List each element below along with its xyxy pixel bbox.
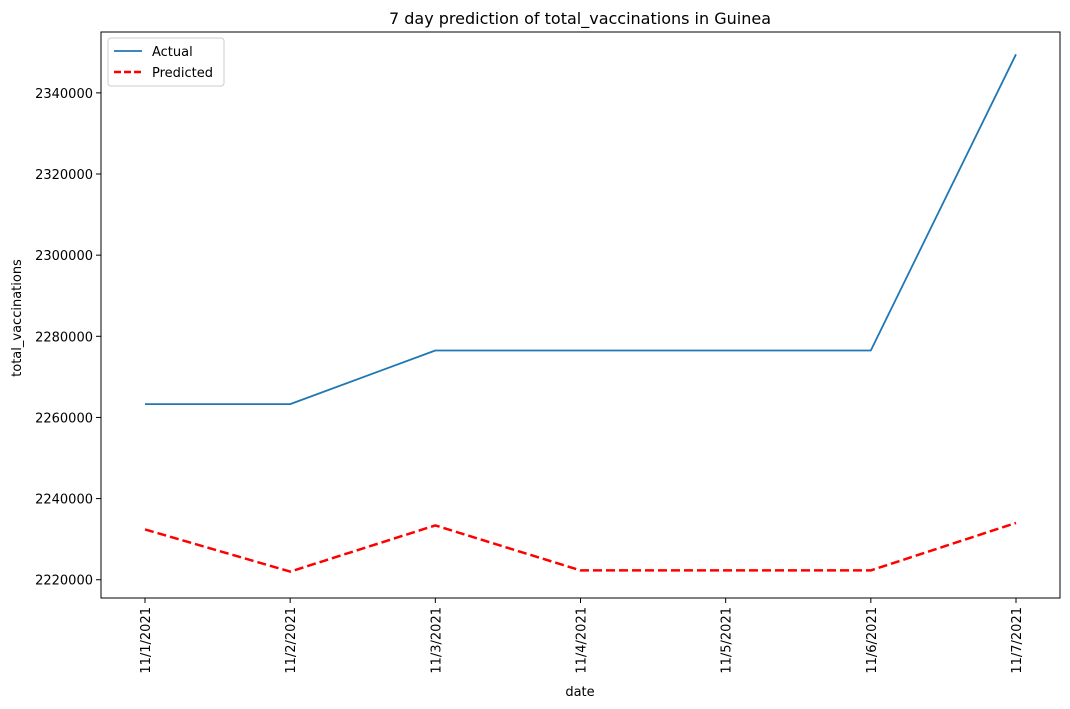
chart-title: 7 day prediction of total_vaccinations i… <box>389 9 771 29</box>
legend: Actual Predicted <box>107 37 225 87</box>
series-line-actual <box>145 53 1017 406</box>
y-tick-label: 2320000 <box>35 168 93 183</box>
x-tick-label: 11/4/2021 <box>575 607 590 674</box>
x-tick-label: 11/1/2021 <box>139 607 154 674</box>
x-tick-label: 11/7/2021 <box>1010 607 1025 674</box>
legend-label-actual: Actual <box>152 45 193 60</box>
y-tick-label: 2240000 <box>35 493 93 508</box>
legend-box <box>107 37 225 87</box>
x-tick-label: 11/3/2021 <box>429 607 444 674</box>
x-tick-label: 11/6/2021 <box>865 607 880 674</box>
plot-frame <box>100 31 1061 599</box>
series-line-predicted <box>144 521 1017 573</box>
plot-area <box>144 53 1017 573</box>
x-tick-label: 11/2/2021 <box>284 607 299 674</box>
x-axis-label: date <box>565 685 594 700</box>
y-axis-label: total_vaccinations <box>10 259 25 377</box>
axes: 11/1/2021 11/2/2021 11/3/2021 11/4/2021 11/5… <box>35 31 1061 674</box>
x-tick-label: 11/5/2021 <box>720 607 735 674</box>
y-tick-label: 2220000 <box>35 574 93 589</box>
legend-label-predicted: Predicted <box>152 66 213 81</box>
y-tick-label: 2300000 <box>35 249 93 264</box>
y-tick-label: 2260000 <box>35 411 93 426</box>
y-tick-label: 2340000 <box>35 87 93 102</box>
y-tick-label: 2280000 <box>35 330 93 345</box>
